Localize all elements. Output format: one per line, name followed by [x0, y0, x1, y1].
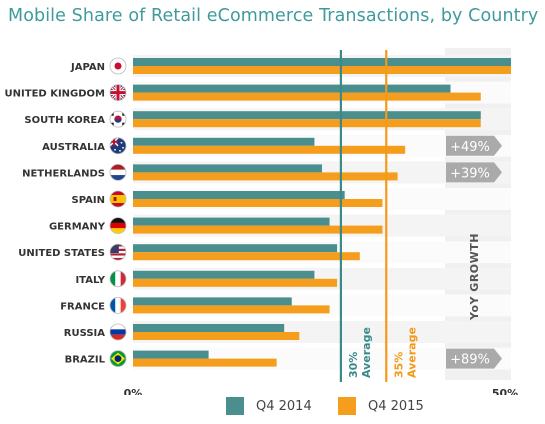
- category-label: RUSSIA: [64, 328, 105, 339]
- spain-flag-icon: [109, 190, 127, 208]
- bar-q4-2015-united-states: [133, 252, 360, 261]
- bar-q4-2015-brazil: [133, 358, 277, 367]
- russia-flag-icon: [109, 323, 127, 341]
- bar-q4-2014-japan: [133, 58, 511, 66]
- bar-q4-2015-japan: [133, 66, 511, 74]
- bar-q4-2014-south-korea: [133, 111, 481, 120]
- category-label: UNITED KINGDOM: [5, 89, 105, 100]
- legend-swatch-q4-2015: [338, 397, 356, 415]
- netherlands-flag-icon: [109, 163, 127, 181]
- x-tick-label: 0%: [124, 387, 143, 395]
- growth-badge-label: +89%: [450, 353, 490, 368]
- chart-legend: Q4 2014 Q4 2015: [0, 397, 545, 421]
- category-label: SOUTH KOREA: [24, 115, 105, 126]
- bar-q4-2015-australia: [133, 145, 406, 154]
- bar-q4-2015-south-korea: [133, 119, 481, 128]
- bar-q4-2014-australia: [133, 137, 315, 146]
- category-label: GERMANY: [49, 222, 106, 233]
- bar-q4-2015-united-kingdom: [133, 92, 481, 101]
- legend-swatch-q4-2014: [226, 397, 244, 415]
- germany-flag-icon: [109, 217, 127, 235]
- bar-q4-2015-spain: [133, 199, 383, 207]
- growth-badge-label: +39%: [450, 166, 490, 181]
- south-korea-flag-icon: [109, 110, 127, 128]
- italy-flag-icon: [109, 270, 127, 288]
- category-label: UNITED STATES: [18, 248, 105, 259]
- growth-badge-label: +49%: [450, 140, 490, 155]
- bar-chart: JAPAN UNITED KINGDOM SOUTH KOREA AUSTRALIA N…: [5, 48, 518, 395]
- yoy-growth-label: YoY GROWTH: [468, 233, 481, 321]
- legend-item-q4-2015: Q4 2015: [338, 397, 424, 415]
- bar-q4-2015-italy: [133, 278, 338, 287]
- united-kingdom-flag-icon: [109, 84, 127, 101]
- category-label: NETHERLANDS: [22, 168, 105, 179]
- category-label: FRANCE: [60, 301, 105, 312]
- growth-badge-brazil: [446, 348, 502, 369]
- brazil-flag-icon: [109, 350, 127, 368]
- bar-q4-2014-russia: [133, 324, 285, 332]
- category-label: SPAIN: [72, 195, 105, 206]
- legend-item-q4-2014: Q4 2014: [226, 397, 312, 415]
- growth-badge-netherlands: [446, 162, 502, 183]
- bar-q4-2015-russia: [133, 332, 300, 340]
- category-label: BRAZIL: [65, 355, 106, 366]
- france-flag-icon: [109, 296, 127, 314]
- legend-label-q4-2014: Q4 2014: [256, 398, 312, 414]
- category-label: AUSTRALIA: [42, 142, 105, 153]
- bar-q4-2015-germany: [133, 225, 383, 234]
- bar-q4-2015-netherlands: [133, 172, 398, 181]
- australia-flag-icon: [109, 137, 127, 155]
- united-states-flag-icon: [109, 243, 127, 261]
- bar-q4-2014-spain: [133, 191, 345, 199]
- category-label: ITALY: [75, 275, 105, 286]
- legend-label-q4-2015: Q4 2015: [368, 398, 424, 414]
- bar-q4-2014-italy: [133, 270, 315, 279]
- japan-flag-icon: [109, 57, 127, 75]
- bar-q4-2014-united-states: [133, 244, 338, 253]
- average-label-q4-2015: 35%Average: [392, 327, 418, 378]
- bar-q4-2014-united-kingdom: [133, 84, 451, 93]
- average-label-q4-2014: 30%Average: [347, 327, 373, 378]
- growth-badge-australia: [446, 135, 502, 156]
- bar-q4-2015-france: [133, 305, 330, 314]
- chart-title: Mobile Share of Retail eCommerce Transac…: [8, 6, 539, 26]
- bar-q4-2014-france: [133, 297, 292, 306]
- bar-q4-2014-brazil: [133, 350, 209, 359]
- x-tick-label: 50%: [492, 387, 518, 395]
- bar-q4-2014-germany: [133, 217, 330, 226]
- category-label: JAPAN: [70, 62, 105, 73]
- bar-q4-2014-netherlands: [133, 164, 322, 173]
